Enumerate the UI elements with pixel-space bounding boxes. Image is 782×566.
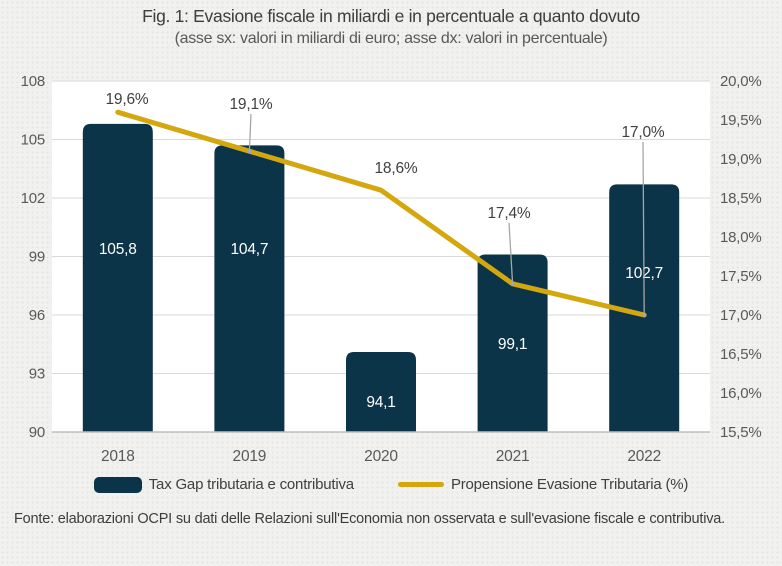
category-label: 2020	[364, 448, 398, 465]
line-value-label: 17,0%	[622, 124, 665, 141]
legend-item-line-series: Propensione Evasione Tributaria (%)	[397, 476, 689, 493]
category-label: 2018	[101, 448, 135, 465]
leader-line	[642, 141, 645, 316]
line-value-label: 19,6%	[106, 91, 149, 108]
bar-2020	[346, 352, 416, 432]
line-series-swatch	[397, 482, 444, 487]
line-value-label: 17,4%	[488, 205, 531, 222]
source-note: Fonte: elaborazioni OCPI su dati delle R…	[14, 511, 725, 527]
bar-value-label: 105,8	[99, 241, 137, 258]
right-axis-tick: 17,0%	[720, 307, 762, 324]
leader-endpoint	[642, 313, 647, 317]
left-axis-tick: 99	[29, 248, 45, 265]
chart-legend: Tax Gap tributaria e contributiva Propen…	[0, 476, 782, 493]
bar-2021	[477, 254, 548, 432]
line-value-label: 19,1%	[230, 96, 273, 113]
right-axis-tick: 20,0%	[720, 73, 762, 90]
left-axis-tick: 108	[21, 73, 45, 90]
line-series	[115, 109, 647, 318]
bar-value-label: 99,1	[498, 336, 527, 353]
left-axis-tick: 96	[29, 307, 45, 324]
combo-chart: 108 105 102 99 96 93 90 20,0% 19,5% 19,0% 18,5% 18,…	[21, 73, 762, 465]
right-axis-tick: 16,5%	[720, 346, 762, 363]
category-label: 2022	[627, 448, 661, 465]
left-axis-tick: 102	[21, 190, 45, 207]
right-axis-tick: 17,5%	[720, 268, 762, 285]
right-axis-tick: 18,0%	[720, 229, 762, 246]
leader-endpoint	[510, 281, 515, 286]
right-axis-tick: 19,0%	[720, 151, 762, 168]
left-axis-tick: 93	[29, 365, 45, 382]
leader-line	[248, 113, 252, 152]
left-axis-tick: 90	[29, 424, 45, 441]
left-axis-tick: 105	[21, 131, 45, 148]
leader-line	[508, 222, 514, 284]
bar-series-swatch	[93, 476, 142, 493]
category-label: 2021	[496, 448, 530, 465]
right-axis-tick: 15,5%	[720, 424, 762, 441]
figure-title: Fig. 1: Evasione fiscale in miliardi e i…	[142, 6, 640, 26]
right-axis-tick: 16,0%	[720, 385, 762, 402]
legend-item-bar-series: Tax Gap tributaria e contributiva	[93, 476, 354, 493]
legend-label-bar-series: Tax Gap tributaria e contributiva	[148, 476, 354, 493]
legend-label-line-series: Propensione Evasione Tributaria (%)	[450, 476, 689, 493]
line-value-label: 18,6%	[375, 160, 418, 177]
bar-2019	[214, 145, 285, 432]
right-axis-tick: 18,5%	[720, 190, 762, 207]
bar-value-label: 94,1	[366, 394, 395, 411]
leader-endpoint	[247, 149, 252, 154]
category-label: 2019	[233, 448, 267, 465]
figure-subtitle: (asse sx: valori in miliardi di euro; as…	[174, 30, 608, 47]
bar-2018	[82, 123, 153, 433]
bar-value-label: 104,7	[231, 241, 269, 258]
right-axis-tick: 19,5%	[720, 112, 762, 129]
